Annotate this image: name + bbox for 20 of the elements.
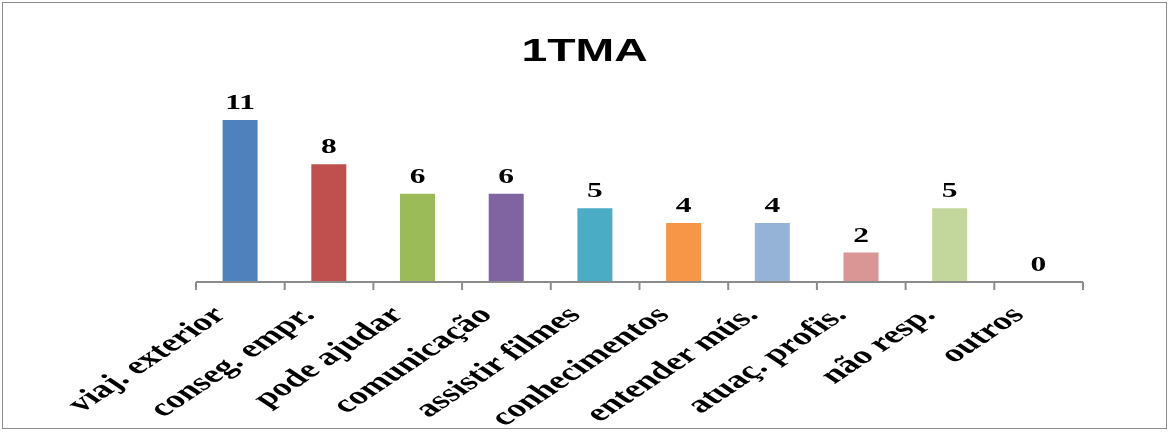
- bar: [400, 193, 436, 282]
- data-label: 5: [587, 178, 603, 203]
- bar: [488, 193, 524, 282]
- bar: [222, 120, 258, 282]
- data-label: 0: [1030, 251, 1047, 276]
- bar: [754, 223, 790, 282]
- data-label: 6: [498, 163, 515, 188]
- data-label: 2: [853, 222, 869, 247]
- data-label: 5: [941, 178, 958, 203]
- bar: [932, 208, 968, 282]
- chart-title: 1TMA: [521, 32, 648, 68]
- data-label: 6: [409, 163, 426, 188]
- bar: [311, 164, 347, 282]
- bar: [577, 208, 613, 282]
- bar: [666, 223, 702, 282]
- data-label: 4: [764, 193, 781, 217]
- data-label: 11: [225, 90, 255, 114]
- bar: [843, 252, 879, 282]
- data-label: 8: [320, 134, 337, 158]
- data-label: 4: [675, 193, 692, 217]
